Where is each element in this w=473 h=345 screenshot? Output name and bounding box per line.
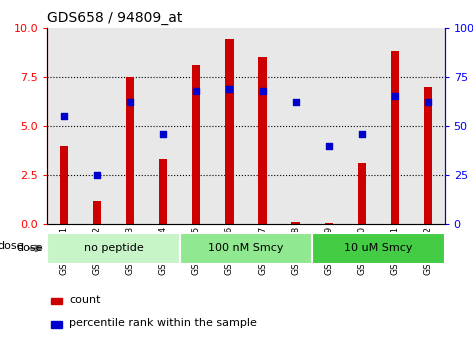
Bar: [213, 28, 246, 224]
Bar: [378, 28, 412, 224]
Point: [126, 100, 134, 105]
Bar: [51, 322, 62, 327]
Bar: [312, 28, 345, 224]
Bar: [324, 223, 333, 224]
Point: [226, 86, 233, 91]
FancyBboxPatch shape: [312, 233, 445, 264]
Bar: [258, 57, 267, 224]
Bar: [147, 28, 180, 224]
Text: no peptide: no peptide: [84, 244, 143, 253]
Text: dose: dose: [0, 241, 24, 251]
Text: percentile rank within the sample: percentile rank within the sample: [69, 318, 257, 328]
Bar: [126, 77, 134, 224]
Bar: [47, 28, 80, 224]
Point: [93, 172, 101, 178]
Text: 100 nM Smcy: 100 nM Smcy: [208, 244, 284, 253]
Point: [391, 93, 399, 99]
Point: [193, 88, 200, 93]
Bar: [424, 87, 432, 224]
Bar: [80, 28, 114, 224]
Bar: [412, 28, 445, 224]
Point: [358, 131, 366, 137]
Bar: [114, 28, 147, 224]
Text: count: count: [69, 295, 101, 305]
Bar: [192, 65, 201, 224]
Bar: [279, 28, 312, 224]
Bar: [180, 28, 213, 224]
Point: [292, 100, 299, 105]
Text: GDS658 / 94809_at: GDS658 / 94809_at: [47, 11, 183, 25]
Point: [424, 100, 432, 105]
Point: [259, 88, 266, 93]
Bar: [358, 163, 366, 224]
Point: [159, 131, 167, 137]
Bar: [345, 28, 378, 224]
Bar: [51, 298, 62, 304]
Bar: [159, 159, 167, 224]
Bar: [291, 222, 300, 224]
Bar: [60, 146, 68, 224]
Text: dose: dose: [16, 244, 43, 253]
Bar: [246, 28, 279, 224]
FancyBboxPatch shape: [180, 233, 312, 264]
Point: [60, 114, 68, 119]
Bar: [93, 201, 101, 224]
Text: 10 uM Smcy: 10 uM Smcy: [344, 244, 412, 253]
Bar: [225, 39, 234, 224]
Point: [325, 143, 333, 148]
Bar: [391, 51, 399, 224]
FancyBboxPatch shape: [47, 233, 180, 264]
